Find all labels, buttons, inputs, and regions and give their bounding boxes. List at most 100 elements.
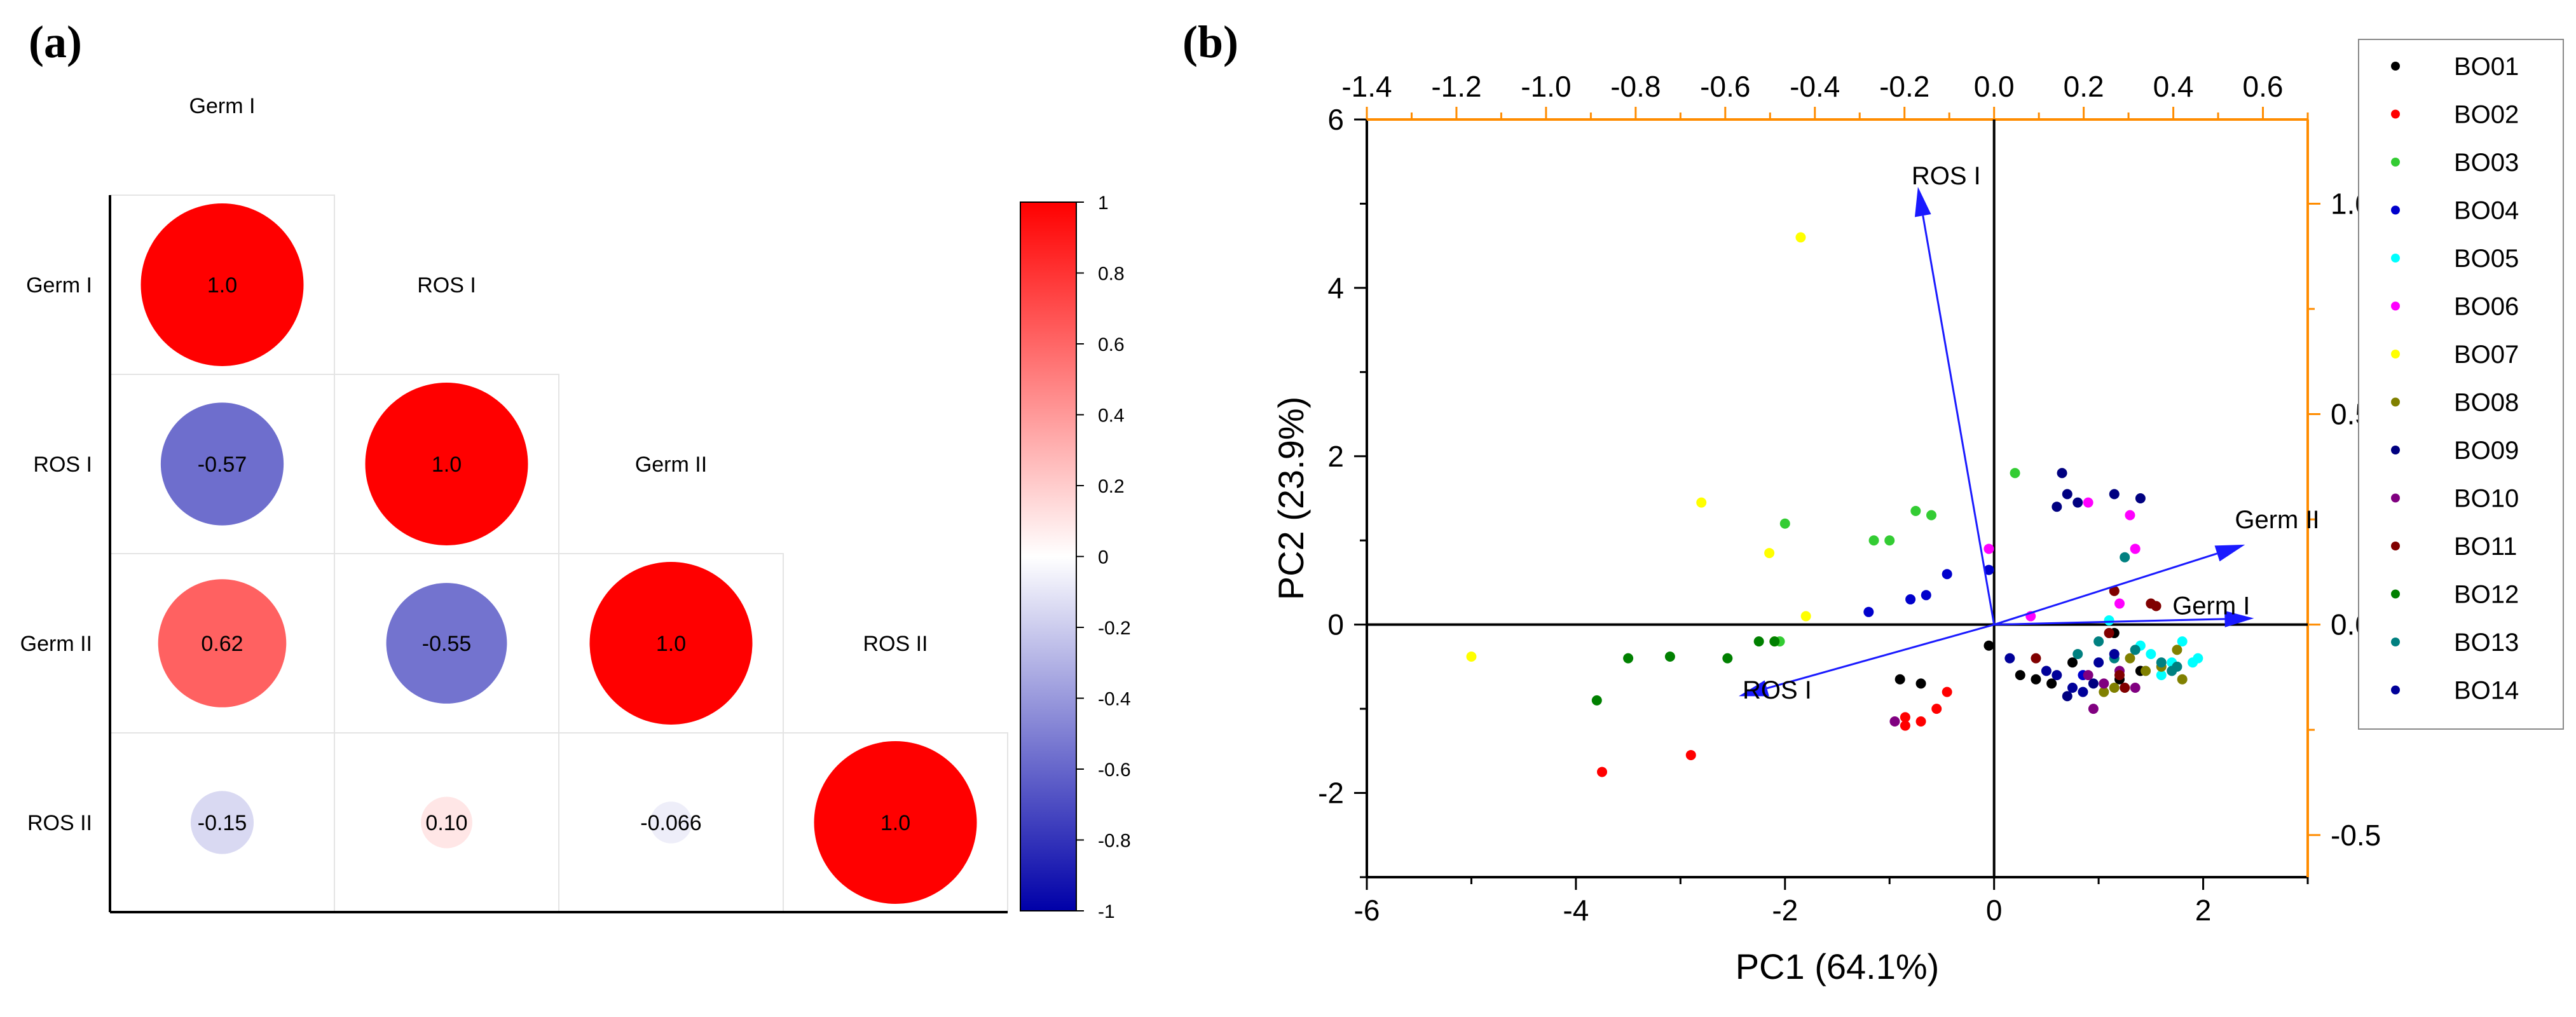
data-point-bo02 <box>1597 767 1607 777</box>
data-point-bo05 <box>2104 615 2114 626</box>
column-label: Germ I <box>189 94 256 118</box>
correlation-value: -0.57 <box>198 453 247 477</box>
top-tick-label: -0.6 <box>1700 70 1750 103</box>
data-point-bo13 <box>2130 645 2141 655</box>
data-point-bo11 <box>2151 601 2162 611</box>
data-point-bo14 <box>2067 683 2078 693</box>
legend-marker <box>2391 254 2400 263</box>
data-point-bo11 <box>2031 653 2041 664</box>
legend-marker <box>2391 542 2400 550</box>
x-tick-label: 0 <box>1986 894 2003 927</box>
data-point-bo14 <box>2078 686 2088 697</box>
colorbar-tick-label: -0.6 <box>1098 760 1131 781</box>
correlation-circle <box>650 802 692 843</box>
correlation-value: -0.55 <box>422 632 472 656</box>
data-point-bo07 <box>1466 651 1477 662</box>
y-tick-label: 2 <box>1327 440 1344 473</box>
data-point-bo10 <box>2088 704 2099 714</box>
y-tick-label: 0 <box>1327 608 1344 641</box>
correlation-circle <box>365 383 528 545</box>
data-point-bo09 <box>2109 489 2120 500</box>
data-point-bo13 <box>2172 661 2182 672</box>
legend-label: BO05 <box>2454 245 2519 273</box>
data-point-bo11 <box>2120 683 2130 693</box>
legend-label: BO01 <box>2454 53 2519 81</box>
data-point-bo01 <box>2046 678 2057 689</box>
legend-label: BO02 <box>2454 101 2519 129</box>
colorbar-tick-label: 0.4 <box>1098 406 1125 427</box>
x-axis-title: PC1 (64.1%) <box>1736 946 1940 986</box>
data-point-bo04 <box>1983 564 1994 575</box>
correlation-value: 1.0 <box>432 453 462 477</box>
data-point-bo10 <box>2130 683 2141 693</box>
data-point-bo06 <box>1983 543 1994 554</box>
data-point-bo01 <box>2067 657 2078 668</box>
legend-marker <box>2391 685 2400 695</box>
colorbar-tick-label: -0.4 <box>1098 689 1131 710</box>
legend-label: BO03 <box>2454 149 2519 177</box>
data-point-bo11 <box>2109 585 2120 596</box>
data-point-bo01 <box>2015 670 2025 681</box>
data-point-bo11 <box>2114 670 2125 681</box>
correlation-value: 1.0 <box>880 811 910 835</box>
data-point-bo06 <box>2083 497 2093 508</box>
legend-label: BO10 <box>2454 485 2519 513</box>
legend-marker <box>2391 301 2400 311</box>
legend-marker <box>2391 158 2400 167</box>
correlation-value: -0.15 <box>198 811 247 835</box>
data-point-bo03 <box>2010 468 2020 479</box>
column-label: ROS I <box>417 273 476 297</box>
data-point-bo13 <box>2093 636 2104 647</box>
data-point-bo02 <box>1900 720 1910 731</box>
data-point-bo03 <box>1779 518 1790 529</box>
top-tick-label: -1.0 <box>1521 70 1571 103</box>
correlation-circle <box>589 562 753 725</box>
legend-label: BO06 <box>2454 293 2519 321</box>
row-label: Germ II <box>20 632 92 656</box>
column-label: Germ II <box>635 453 707 477</box>
colorbar-tick-label: -1 <box>1098 901 1115 922</box>
top-tick-label: 0.4 <box>2153 70 2194 103</box>
data-point-bo06 <box>2114 598 2125 609</box>
data-point-bo03 <box>1884 535 1895 546</box>
loading-vector <box>1994 552 2217 626</box>
loading-arrowhead <box>1914 186 1931 217</box>
legend-label: BO09 <box>2454 437 2519 465</box>
pca-biplot: -6 -4 -2 0 2 -2 0 2 4 6-1.4 -1.2 -1.0 -0.8 -0.6 -0.4 -0… <box>1271 70 2381 986</box>
data-point-bo12 <box>1722 653 1733 664</box>
panel-b-label: (b) <box>1182 17 1238 67</box>
correlation-circle <box>160 402 284 526</box>
correlation-value: -0.066 <box>640 811 701 835</box>
data-point-bo07 <box>1696 497 1707 508</box>
data-point-bo06 <box>2125 510 2135 521</box>
legend-box <box>2358 39 2564 730</box>
data-point-bo05 <box>2193 653 2203 664</box>
data-point-bo04 <box>1863 606 1874 617</box>
colorbar-tick-label: -0.2 <box>1098 618 1131 639</box>
panel-a-label: (a) <box>29 17 82 67</box>
data-point-bo08 <box>2099 686 2109 697</box>
top-tick-label: -0.8 <box>1610 70 1661 103</box>
data-point-bo01 <box>1983 640 1994 651</box>
correlation-circle <box>421 796 472 849</box>
data-point-bo02 <box>1915 716 1926 727</box>
data-point-bo13 <box>2120 552 2130 563</box>
colorbar-tick-label: 0 <box>1098 547 1109 568</box>
colorbar-tick-label: 0.8 <box>1098 264 1125 285</box>
colorbar-tick-label: -0.8 <box>1098 831 1131 852</box>
legend-label: BO13 <box>2454 629 2519 657</box>
data-point-bo10 <box>2099 678 2109 689</box>
correlation-circle <box>158 579 287 707</box>
correlation-plot: Germ I Germ I ROS I ROS I Germ II Germ II ROS … <box>20 94 1008 913</box>
data-point-bo04 <box>1905 594 1916 604</box>
y-tick-label: 6 <box>1327 103 1344 136</box>
data-point-bo04 <box>1942 569 1952 580</box>
data-point-bo12 <box>1664 651 1675 662</box>
loading-vector <box>1994 618 2225 626</box>
legend-label: BO08 <box>2454 389 2519 417</box>
data-point-bo02 <box>1685 749 1696 760</box>
y-axis-title: PC2 (23.9%) <box>1271 397 1311 601</box>
correlation-value: 1.0 <box>207 273 237 297</box>
data-point-bo12 <box>1753 636 1764 647</box>
